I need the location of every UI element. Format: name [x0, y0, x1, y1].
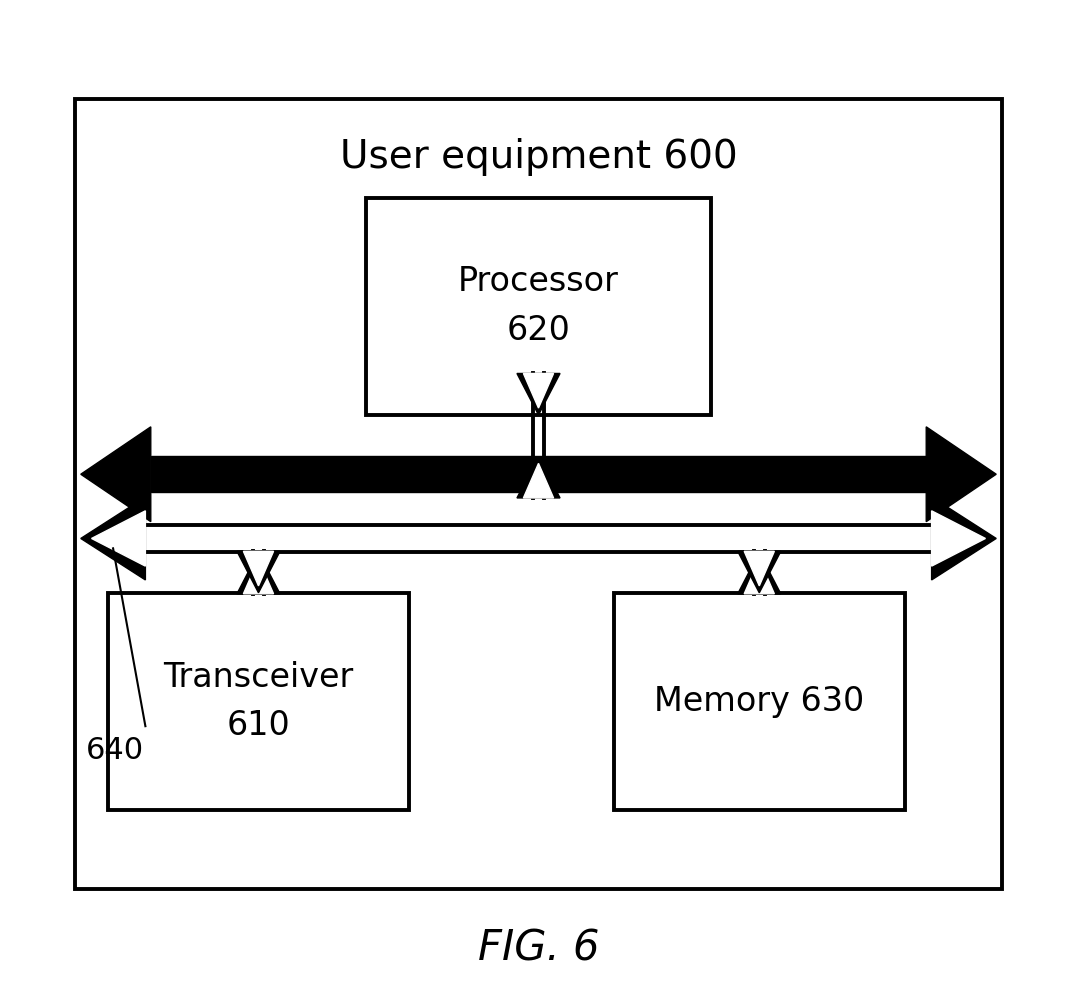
Polygon shape — [926, 427, 996, 522]
Polygon shape — [81, 427, 151, 522]
Text: Transceiver
610: Transceiver 610 — [164, 661, 353, 742]
Polygon shape — [738, 552, 781, 594]
Text: User equipment 600: User equipment 600 — [339, 138, 738, 176]
Polygon shape — [523, 463, 554, 498]
Bar — [151, 456, 926, 492]
Polygon shape — [744, 559, 774, 594]
Text: Processor
620: Processor 620 — [458, 266, 619, 347]
Polygon shape — [81, 497, 145, 580]
Bar — [75, 99, 1002, 889]
Text: FIG. 6: FIG. 6 — [478, 928, 599, 969]
Polygon shape — [738, 551, 781, 593]
Bar — [108, 593, 409, 810]
Polygon shape — [744, 551, 774, 586]
Polygon shape — [237, 552, 280, 594]
Polygon shape — [517, 456, 560, 498]
Bar — [614, 593, 905, 810]
Polygon shape — [92, 511, 145, 566]
Bar — [366, 198, 711, 415]
Polygon shape — [517, 373, 560, 415]
Polygon shape — [932, 497, 996, 580]
Polygon shape — [237, 551, 280, 593]
Polygon shape — [243, 559, 274, 594]
Text: Memory 630: Memory 630 — [654, 685, 865, 718]
Text: 640: 640 — [86, 736, 144, 765]
Polygon shape — [243, 551, 274, 586]
Polygon shape — [932, 511, 985, 566]
Polygon shape — [523, 373, 554, 408]
